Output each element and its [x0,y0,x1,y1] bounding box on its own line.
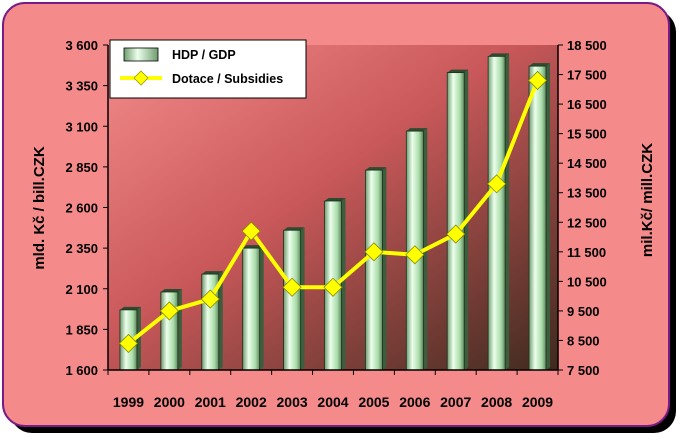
left-tick-label: 2 100 [65,282,98,297]
legend-bar-swatch [123,47,159,62]
left-tick-label: 3 100 [65,119,98,134]
bar-top [119,306,141,310]
bar [487,55,506,371]
line-marker [405,245,425,265]
bar-side [505,53,510,370]
bar-top [447,69,469,73]
right-ticks: 7 500 8 500 9 500 10 500 11 500 12 500 13 500 1… [558,38,607,378]
left-tick-label: 3 350 [65,79,98,94]
line-marker [282,277,302,297]
legend: HDP / GDP Dotace / Subsidies [109,39,307,99]
left-tick-label: 2 350 [65,241,98,256]
bar-top [406,128,428,132]
bar-top [529,63,551,67]
line-marker [446,224,466,244]
right-tick-label: 8 500 [567,333,600,348]
x-ticks: 1999 2000 2001 2002 2003 2004 2005 2006 2007 2008… [107,370,559,410]
right-axis-label: mil.Kč/ mill.CZK [639,143,656,257]
x-tick-label: 2004 [317,394,348,410]
bar [528,65,547,371]
bar-side [382,167,387,370]
bar-side [136,306,141,370]
line-group [118,70,548,353]
bar-top [488,53,510,57]
x-tick-label: 2005 [358,394,389,410]
x-tick-label: 2006 [399,394,430,410]
right-tick-label: 17 500 [567,68,607,83]
line-marker [118,333,139,353]
right-tick-label: 9 500 [567,304,600,319]
line-marker [364,242,384,262]
line-marker [323,277,343,297]
right-tick-label: 16 500 [567,97,607,112]
line-marker [487,174,507,194]
left-tick-label: 2 850 [65,160,98,175]
legend-bar-label: HDP / GDP [172,48,236,62]
x-tick-label: 2002 [236,394,267,410]
bar-top [324,198,346,201]
bar [446,72,465,371]
bar-side [341,198,346,370]
bar-side [177,289,182,370]
line-marker [159,301,179,321]
bar-top [160,289,182,292]
right-tick-label: 11 500 [567,245,606,260]
x-tick-label: 2008 [481,394,512,410]
right-tick-label: 7 500 [567,363,600,378]
bar-top [242,245,264,249]
right-tick-label: 18 500 [567,38,607,53]
bar-top [283,227,305,231]
x-tick-label: 2001 [195,394,226,410]
bar [365,169,383,371]
line-marker [527,70,548,91]
x-tick-label: 2007 [440,394,471,410]
left-axis-label: mld. Kč / bill.CZK [31,146,48,270]
bar [242,247,261,371]
right-tick-label: 14 500 [567,156,607,171]
right-tick-label: 13 500 [567,186,607,201]
bar [283,229,301,371]
legend-line-label: Dotace / Subsidies [172,72,283,86]
right-tick-label: 10 500 [567,274,607,289]
bar-side [546,63,551,370]
bar-side [218,271,223,370]
line-marker [200,289,220,309]
left-tick-label: 1 600 [65,363,98,378]
bar-top [365,167,387,171]
line-marker [241,221,261,241]
left-tick-label: 1 850 [65,322,98,337]
x-tick-label: 2000 [154,394,185,410]
bar-side [300,227,305,370]
bar-top [201,271,223,275]
right-tick-label: 12 500 [567,215,607,230]
right-tick-label: 15 500 [567,127,607,142]
left-tick-label: 3 600 [65,38,98,53]
x-tick-label: 2003 [277,394,308,410]
legend-line-marker [133,70,149,86]
left-ticks: 1 600 1 850 2 100 2 350 2 600 2 850 3 100 3 350… [65,38,108,378]
bar-side [259,245,264,370]
x-tick-label: 2009 [522,394,553,410]
left-tick-label: 2 600 [65,201,98,216]
x-tick-label: 1999 [113,394,144,410]
